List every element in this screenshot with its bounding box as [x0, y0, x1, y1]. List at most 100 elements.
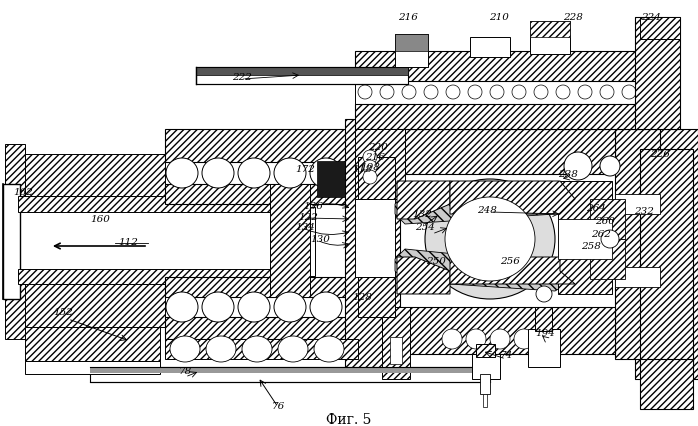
Ellipse shape: [536, 286, 552, 302]
Text: 254: 254: [415, 223, 435, 232]
Ellipse shape: [424, 86, 438, 100]
Bar: [317, 161, 345, 198]
Bar: [355, 52, 640, 82]
Ellipse shape: [206, 336, 236, 362]
Ellipse shape: [534, 86, 548, 100]
Bar: [480, 374, 490, 394]
Polygon shape: [450, 181, 575, 215]
Bar: [25, 361, 160, 374]
Ellipse shape: [274, 158, 306, 189]
Text: 224: 224: [641, 14, 661, 23]
Bar: [615, 130, 660, 359]
Ellipse shape: [402, 86, 416, 100]
Bar: [528, 329, 560, 367]
Bar: [165, 130, 358, 163]
Text: 250: 250: [426, 257, 446, 266]
Bar: [25, 327, 160, 361]
Ellipse shape: [578, 86, 592, 100]
Ellipse shape: [446, 86, 460, 100]
Ellipse shape: [310, 292, 342, 322]
Ellipse shape: [442, 329, 462, 349]
Text: 76: 76: [272, 402, 285, 411]
Bar: [165, 277, 358, 297]
Ellipse shape: [363, 170, 377, 184]
Bar: [483, 394, 487, 407]
Text: 256: 256: [500, 257, 520, 266]
Bar: [355, 105, 640, 130]
Text: 260: 260: [595, 217, 615, 226]
Text: 216: 216: [365, 153, 385, 162]
Text: 112: 112: [118, 238, 138, 247]
Ellipse shape: [310, 158, 342, 189]
Ellipse shape: [538, 329, 558, 349]
Ellipse shape: [601, 230, 619, 248]
Bar: [5, 155, 290, 204]
Bar: [345, 120, 400, 374]
Bar: [398, 175, 615, 307]
Bar: [398, 307, 615, 354]
Bar: [90, 367, 490, 382]
Ellipse shape: [274, 292, 306, 322]
Ellipse shape: [600, 86, 614, 100]
Polygon shape: [395, 249, 575, 291]
Bar: [196, 68, 408, 85]
Ellipse shape: [466, 329, 486, 349]
Bar: [165, 339, 358, 359]
Text: 160: 160: [90, 215, 110, 224]
Text: 264: 264: [586, 204, 606, 213]
Bar: [3, 184, 20, 299]
Ellipse shape: [363, 161, 377, 175]
Bar: [355, 130, 405, 199]
Ellipse shape: [170, 336, 200, 362]
Ellipse shape: [238, 292, 270, 322]
Bar: [615, 268, 660, 287]
Text: 258: 258: [581, 242, 601, 251]
Ellipse shape: [380, 86, 394, 100]
Bar: [165, 317, 358, 339]
Text: 232: 232: [634, 207, 654, 216]
Bar: [358, 277, 395, 317]
Text: 130: 130: [310, 235, 330, 244]
Bar: [395, 35, 428, 68]
Ellipse shape: [238, 158, 270, 189]
Text: 216: 216: [398, 14, 418, 23]
Text: 228: 228: [563, 14, 583, 23]
Text: 248: 248: [477, 206, 497, 215]
Text: 162: 162: [13, 188, 33, 197]
Bar: [395, 35, 428, 52]
Bar: [535, 307, 552, 331]
Bar: [270, 184, 310, 297]
Bar: [18, 213, 310, 269]
Text: 132: 132: [412, 210, 432, 219]
Bar: [18, 196, 310, 213]
Ellipse shape: [600, 157, 620, 177]
Bar: [640, 18, 680, 40]
Bar: [398, 130, 615, 175]
Bar: [5, 204, 290, 277]
Bar: [290, 207, 315, 276]
Bar: [615, 195, 660, 215]
Polygon shape: [397, 181, 450, 219]
Bar: [558, 181, 612, 294]
Text: 198: 198: [360, 163, 380, 172]
Ellipse shape: [512, 86, 526, 100]
Ellipse shape: [314, 336, 344, 362]
Bar: [635, 18, 680, 130]
Bar: [5, 145, 25, 339]
Bar: [476, 344, 495, 357]
Text: 210: 210: [489, 14, 509, 23]
Ellipse shape: [242, 336, 272, 362]
Text: 78: 78: [179, 367, 192, 376]
Bar: [355, 199, 395, 277]
Ellipse shape: [202, 292, 234, 322]
Ellipse shape: [202, 158, 234, 189]
Text: 172: 172: [295, 165, 315, 174]
Text: 118: 118: [352, 165, 372, 174]
Bar: [640, 150, 693, 364]
Bar: [165, 163, 358, 184]
Text: Фиг. 5: Фиг. 5: [326, 412, 372, 426]
Bar: [470, 38, 510, 58]
Text: 134: 134: [295, 223, 315, 232]
Bar: [390, 337, 402, 364]
Ellipse shape: [425, 180, 555, 299]
